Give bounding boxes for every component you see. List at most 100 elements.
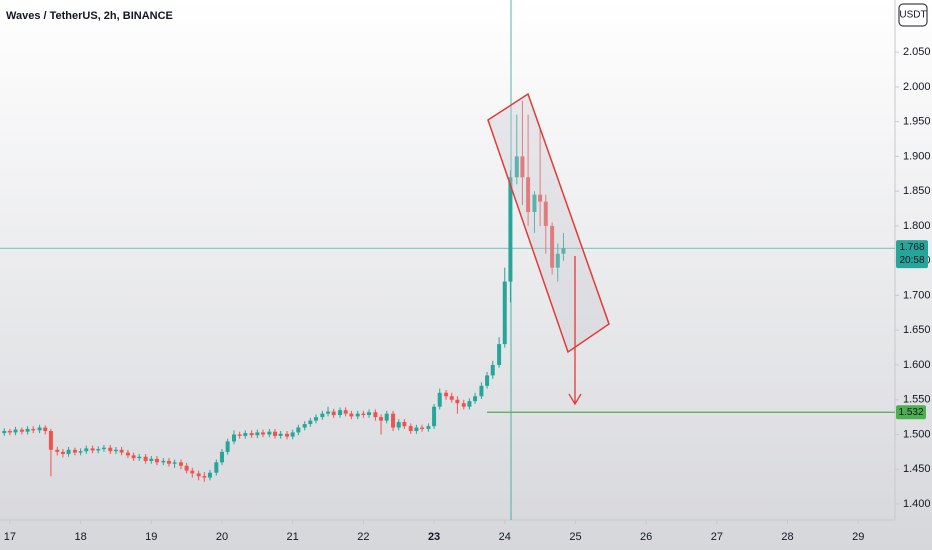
x-tick-label: 26 — [640, 531, 652, 543]
candle-body — [508, 177, 513, 282]
candle-body — [379, 417, 384, 421]
candle-body — [420, 427, 425, 429]
level-label-box — [896, 405, 926, 420]
candle-body — [137, 456, 142, 459]
candle-body — [461, 403, 466, 407]
candle-body — [308, 420, 313, 425]
candle-body — [161, 460, 166, 463]
candle-body — [84, 448, 89, 452]
candle-body — [373, 412, 378, 418]
candle-body — [455, 399, 460, 404]
x-tick-label: 24 — [499, 531, 511, 543]
candle-body — [178, 462, 183, 466]
y-tick-label: 1.700 — [903, 289, 931, 301]
x-tick-label: 28 — [781, 531, 793, 543]
candle-body — [479, 385, 484, 397]
candle-body — [432, 406, 437, 427]
candle-body — [349, 413, 354, 417]
countdown-label: 20:58 — [899, 255, 924, 266]
candle-body — [232, 434, 237, 442]
x-tick-label: 19 — [145, 531, 157, 543]
candle-body — [514, 156, 519, 178]
candle-body — [119, 449, 124, 453]
candle-body — [361, 413, 366, 416]
candle-body — [278, 433, 283, 436]
x-tick-label: 18 — [74, 531, 86, 543]
candle-body — [367, 412, 372, 416]
candle-body — [273, 431, 278, 436]
y-tick-label: 1.900 — [903, 150, 931, 162]
level-label: 1.532 — [898, 407, 923, 418]
channel-drawing — [487, 92, 610, 354]
price-label: 1.768 — [899, 242, 924, 253]
candle-body — [149, 458, 154, 461]
candle-body — [290, 432, 295, 437]
candle-body — [543, 201, 548, 226]
candle-body — [260, 432, 265, 435]
candle-body — [384, 413, 389, 421]
candle-body — [320, 413, 325, 418]
y-tick-label: 1.450 — [903, 463, 931, 475]
candle-body — [426, 426, 431, 429]
candle-body — [154, 458, 159, 463]
candle-body — [285, 433, 290, 437]
candle-body — [66, 449, 71, 454]
candle-body — [48, 431, 53, 450]
candle-body — [184, 465, 189, 471]
x-tick-label: 17 — [4, 531, 16, 543]
candle-body — [338, 410, 343, 416]
x-tick-label: 22 — [357, 531, 369, 543]
y-tick-label: 1.800 — [903, 220, 931, 232]
candle-body — [101, 447, 106, 450]
candle-body — [243, 433, 248, 436]
candle-body — [414, 427, 419, 432]
currency-label: USDT — [899, 10, 926, 21]
candle-body — [314, 417, 319, 421]
candle-body — [490, 364, 495, 376]
candle-body — [31, 428, 36, 431]
candle-body — [25, 428, 30, 432]
y-tick-label: 1.600 — [903, 359, 931, 371]
y-tick-label: 1.850 — [903, 185, 931, 197]
candle-body — [255, 432, 260, 436]
candle-body — [202, 476, 207, 478]
candle-body — [166, 460, 171, 464]
candle-body — [550, 225, 555, 268]
currency-button[interactable] — [898, 3, 928, 27]
candle-body — [172, 462, 177, 464]
candle-body — [237, 434, 242, 436]
candle-body — [449, 396, 454, 400]
x-tick-label: 23 — [428, 531, 440, 543]
candle-body — [249, 433, 254, 436]
candle-body — [55, 449, 60, 452]
candle-body — [19, 429, 24, 432]
y-tick-label: 1.950 — [903, 116, 931, 128]
y-tick-label: 2.050 — [903, 46, 931, 58]
candle-body — [526, 177, 531, 213]
chart-title: Waves / TetherUS, 2h, BINANCE — [6, 10, 173, 22]
candle-body — [444, 392, 449, 397]
candle-body — [326, 411, 331, 414]
y-tick-label: 1.550 — [903, 394, 931, 406]
candle-body — [96, 449, 101, 451]
candle-body — [196, 473, 201, 477]
y-tick-label: 2.000 — [903, 81, 931, 93]
candle-body — [13, 429, 18, 433]
candle-body — [473, 396, 478, 402]
price-label-box — [896, 240, 928, 269]
candle-body — [391, 413, 396, 428]
y-tick-label: 1.400 — [903, 498, 931, 510]
candle-body — [520, 156, 525, 178]
candle-body — [302, 424, 307, 428]
candle-body — [78, 451, 83, 453]
candle-body — [402, 421, 407, 427]
candle-body — [72, 449, 77, 453]
candle-body — [437, 392, 442, 407]
candle-body — [485, 375, 490, 386]
y-tick-label: 1.650 — [903, 324, 931, 336]
candle-body — [267, 431, 272, 435]
candle-body — [2, 431, 7, 434]
arrow-head — [568, 393, 582, 406]
